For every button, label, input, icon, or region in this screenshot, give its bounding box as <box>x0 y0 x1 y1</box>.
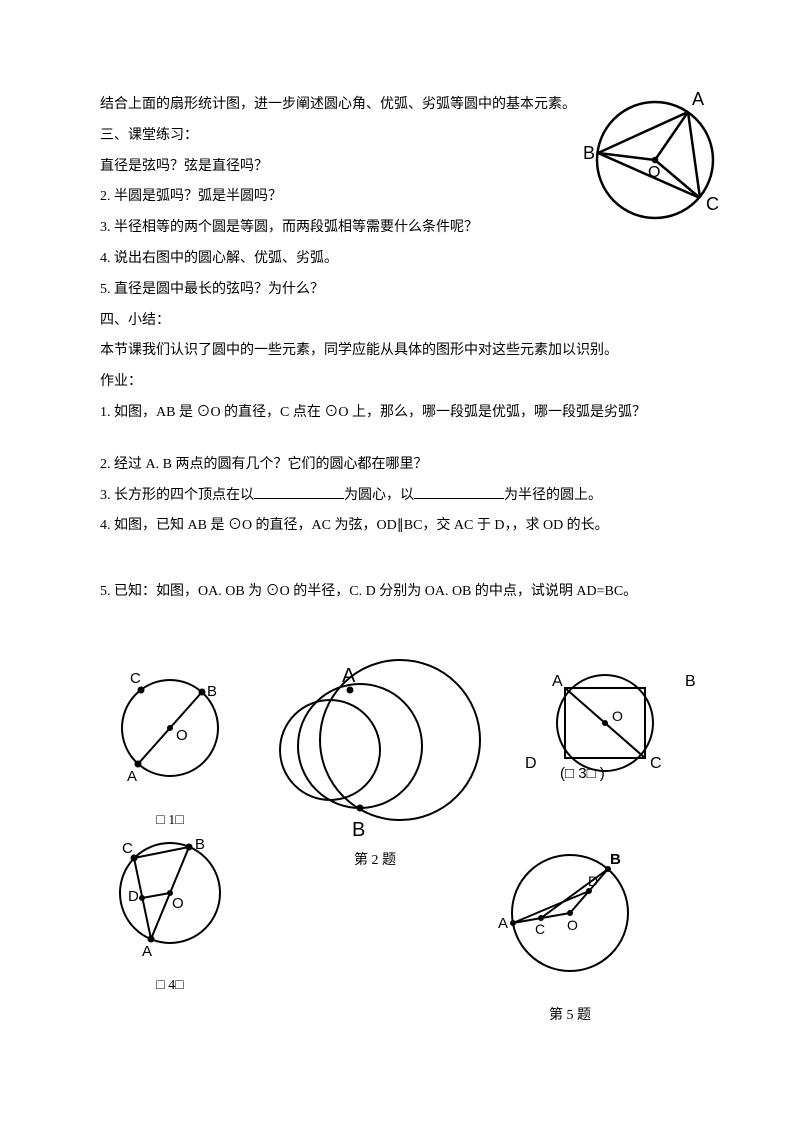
diagram-fig5: A B C D O 第 5 题 <box>480 838 660 1032</box>
line-13: 3. 长方形的四个顶点在以 为圆心，以 为半径的圆上。 <box>100 481 700 512</box>
f1-O: O <box>176 727 188 744</box>
diagram-fig3: A B C D O (□ 3□ ) <box>500 668 700 801</box>
f4-O: O <box>172 895 184 912</box>
f3-O: O <box>612 708 623 724</box>
f4-A: A <box>142 943 152 960</box>
line-9: 本节课我们认识了圆中的一些元素，同学应能从具体的图形中对这些元素加以识别。 <box>100 336 700 367</box>
diagram-fig4: C B D O A □ 4□ <box>100 823 240 1002</box>
f4-D: D <box>128 888 139 905</box>
line-15: 5. 已知：如图，OA. OB 为 ⊙O 的半径，C. D 分别为 OA. OB… <box>100 577 700 608</box>
line-8: 四、小结： <box>100 306 700 337</box>
f2-A: A <box>342 665 356 687</box>
diagram-top-circle: A B C O <box>580 85 730 235</box>
diagram-fig2: A B 第 2 题 <box>250 658 500 877</box>
blank-2 <box>414 484 504 499</box>
line-12: 2. 经过 A. B 两点的圆有几个？它们的圆心都在哪里？ <box>100 450 700 481</box>
label-O: O <box>648 164 660 181</box>
label-A: A <box>692 89 704 109</box>
f1-C: C <box>130 670 141 687</box>
f3-A: A <box>552 673 563 690</box>
line-10: 作业： <box>100 367 700 398</box>
blank-1 <box>254 484 344 499</box>
f5-B: B <box>610 851 621 868</box>
label-C: C <box>706 194 719 214</box>
label-B: B <box>583 143 595 163</box>
f4-B: B <box>195 836 205 853</box>
f4-caption: □ 4□ <box>100 971 240 1002</box>
line-14: 4. 如图，已知 AB 是 ⊙O 的直径，AC 为弦，OD∥BC，交 AC 于 … <box>100 511 700 542</box>
f5-D: D <box>588 873 598 889</box>
f4-C: C <box>122 840 133 857</box>
line-11: 1. 如图，AB 是 ⊙O 的直径，C 点在 ⊙O 上，那么，哪一段弧是优弧，哪… <box>100 398 700 429</box>
f5-C: C <box>535 921 545 937</box>
f2-B: B <box>352 819 365 841</box>
line-13c: 为半径的圆上。 <box>504 488 602 503</box>
f3-C: C <box>650 755 662 772</box>
line-7: 5. 直径是圆中最长的弦吗？为什么？ <box>100 275 700 306</box>
f5-caption: 第 5 题 <box>480 1001 660 1032</box>
line-13b: 为圆心，以 <box>344 488 414 503</box>
figures-area: C B A O □ 1□ A B <box>100 658 700 1018</box>
f3-caption: (□ 3□ ) <box>560 765 605 782</box>
f5-A: A <box>498 915 508 932</box>
line-6: 4. 说出右图中的圆心解、优弧、劣弧。 <box>100 244 700 275</box>
f3-D: D <box>525 755 537 772</box>
f1-B: B <box>207 683 217 700</box>
f5-O: O <box>567 917 578 933</box>
line-13a: 3. 长方形的四个顶点在以 <box>100 488 254 503</box>
f2-caption: 第 2 题 <box>250 846 500 877</box>
f1-A: A <box>127 768 137 785</box>
diagram-fig1: C B A O □ 1□ <box>100 663 240 837</box>
f3-B: B <box>685 673 696 690</box>
